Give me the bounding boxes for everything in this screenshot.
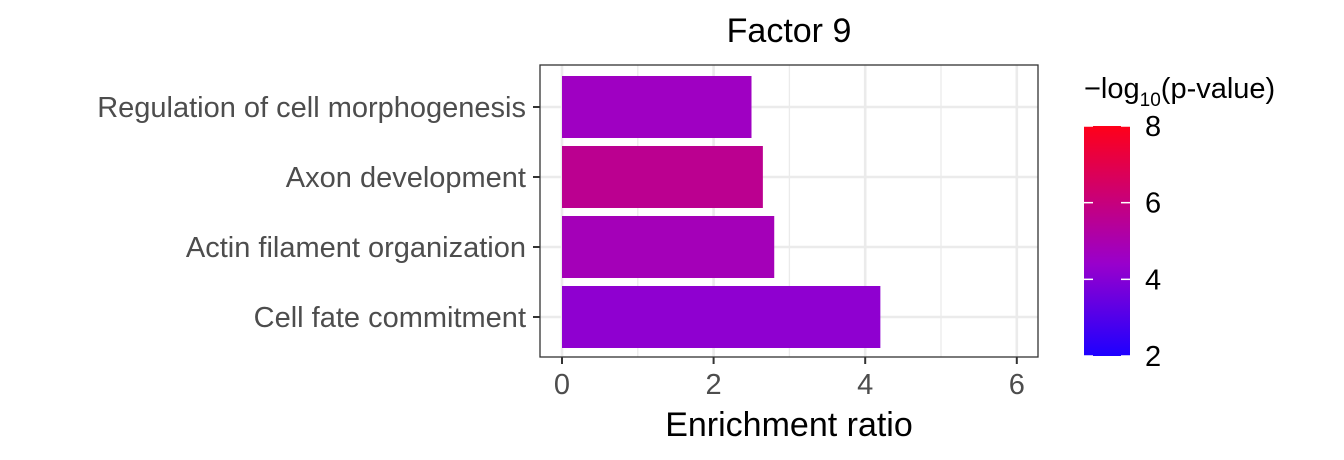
bar (562, 286, 881, 348)
colorbar (1084, 126, 1130, 356)
y-axis-labels: Regulation of cell morphogenesis Axon dev… (97, 92, 540, 334)
x-tick-label: 6 (1009, 369, 1025, 401)
x-axis-title: Enrichment ratio (665, 406, 913, 444)
legend-title: −log10(p-value) (1084, 73, 1275, 111)
colorbar-tick-label: 8 (1145, 111, 1161, 143)
y-category-label: Axon development (286, 162, 526, 194)
chart-title: Factor 9 (727, 12, 852, 50)
x-tick-label: 0 (554, 369, 570, 401)
colorbar-tick-label: 4 (1145, 264, 1161, 296)
x-tick-label: 2 (706, 369, 722, 401)
bar (562, 76, 752, 138)
panel-border (539, 64, 1039, 358)
bars (562, 76, 881, 348)
x-tick-label: 4 (857, 369, 873, 401)
y-category-label: Actin filament organization (186, 232, 526, 264)
legend-title-suffix: (p-value) (1161, 73, 1275, 105)
colorbar-tick-label: 2 (1145, 341, 1161, 373)
y-category-label: Regulation of cell morphogenesis (97, 92, 526, 124)
color-legend: −log10(p-value) 2 4 6 8 (1084, 73, 1275, 373)
legend-title-prefix: −log (1084, 73, 1140, 105)
bar (562, 146, 763, 208)
colorbar-ticks: 2 4 6 8 (1084, 111, 1161, 373)
bar (562, 216, 775, 278)
plot-panel (539, 64, 1039, 358)
x-axis-ticks: 0 2 4 6 (554, 357, 1025, 401)
legend-title-subscript: 10 (1140, 90, 1161, 111)
y-category-label: Cell fate commitment (254, 302, 526, 334)
colorbar-tick-label: 6 (1145, 188, 1161, 220)
